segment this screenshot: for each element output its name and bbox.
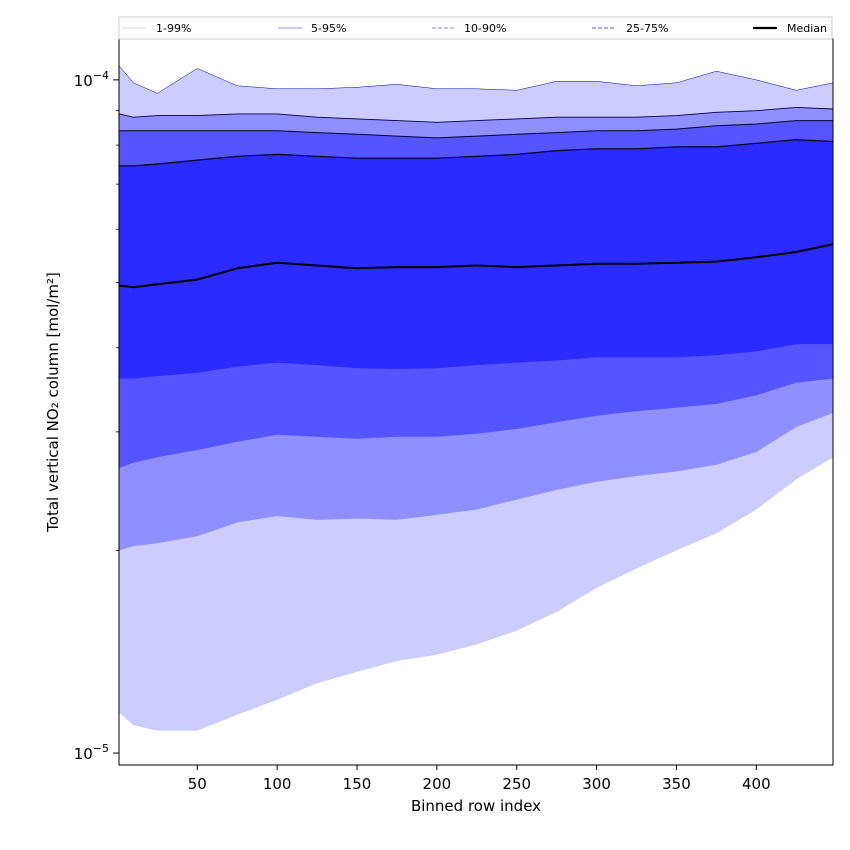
lines-layer (118, 65, 834, 289)
x-tick-label: 350 (662, 775, 691, 793)
legend-label: Median (787, 22, 827, 35)
upper-line-5-95 (118, 106, 834, 123)
legend-label: 25-75% (626, 22, 668, 35)
legend-label: 5-95% (311, 22, 346, 35)
x-tick-label: 250 (502, 775, 531, 793)
x-tick-label: 400 (742, 775, 771, 793)
x-tick-label: 50 (188, 775, 207, 793)
x-axis-label: Binned row index (411, 797, 541, 815)
median-line (118, 243, 834, 289)
x-tick-label: 300 (582, 775, 611, 793)
upper-line-1-99 (118, 65, 834, 94)
bands-layer (119, 65, 833, 731)
upper-line-10-90 (119, 120, 833, 139)
y-axis-label: Total vertical NO₂ column [mol/m²] (44, 272, 62, 533)
y-tick-label: 10−4 (74, 69, 109, 90)
x-tick-label: 150 (343, 775, 372, 793)
legend-box (118, 16, 833, 40)
y-axis: 10−5 10−4 (74, 69, 119, 763)
x-tick-label: 100 (263, 775, 292, 793)
band-25-75 (119, 139, 833, 379)
upper-line-25-75 (119, 139, 834, 167)
legend: 1-99% 5-95% 10-90% 25-75% Median (118, 16, 833, 40)
y-tick-label: 10−5 (74, 742, 109, 763)
x-tick-label: 200 (423, 775, 452, 793)
legend-label: 1-99% (156, 22, 191, 35)
legend-label: 10-90% (464, 22, 506, 35)
x-axis: 50 100 150 200 250 300 350 400 (188, 765, 771, 793)
